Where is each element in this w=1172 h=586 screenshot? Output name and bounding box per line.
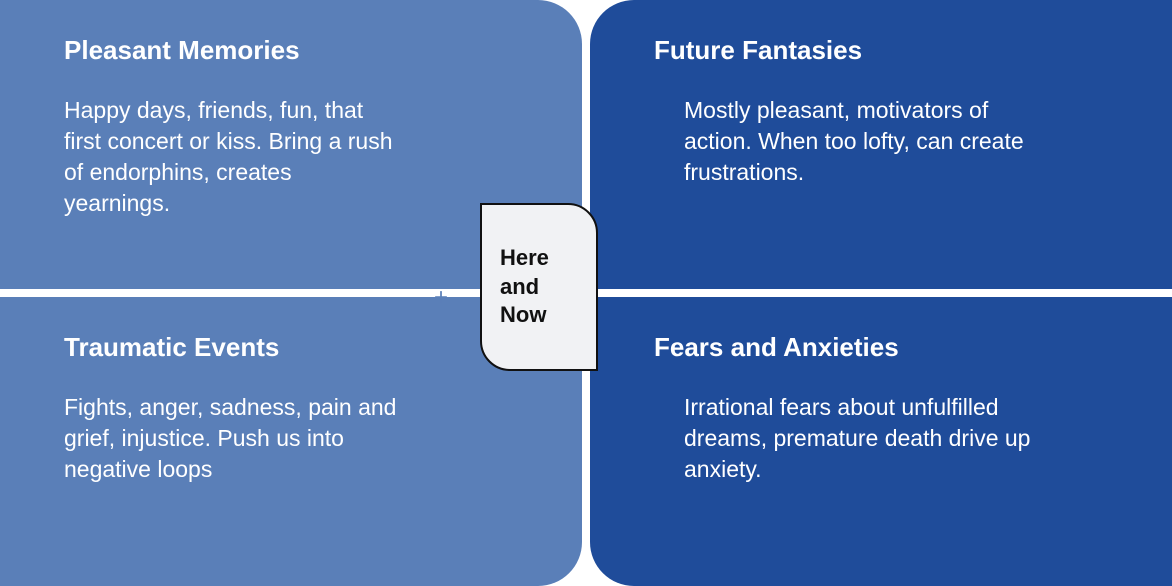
quadrant-title: Future Fantasies	[654, 34, 1124, 67]
quadrant-title: Fears and Anxieties	[654, 331, 1124, 364]
quadrant-body: Irrational fears about unfulfilled dream…	[654, 392, 1054, 485]
quadrant-body: Mostly pleasant, motivators of action. W…	[654, 95, 1054, 188]
quadrant-title: Pleasant Memories	[64, 34, 534, 67]
quadrant-future-fantasies: Future Fantasies Mostly pleasant, motiva…	[590, 0, 1172, 289]
quadrant-body: Happy days, friends, fun, that first con…	[64, 95, 404, 219]
quadrant-body: Fights, anger, sadness, pain and grief, …	[64, 392, 404, 485]
center-label: Here and Now	[500, 244, 578, 330]
center-here-and-now-box: Here and Now	[480, 203, 598, 371]
quadrant-fears-anxieties: Fears and Anxieties Irrational fears abo…	[590, 297, 1172, 586]
quadrant-title: Traumatic Events	[64, 331, 534, 364]
